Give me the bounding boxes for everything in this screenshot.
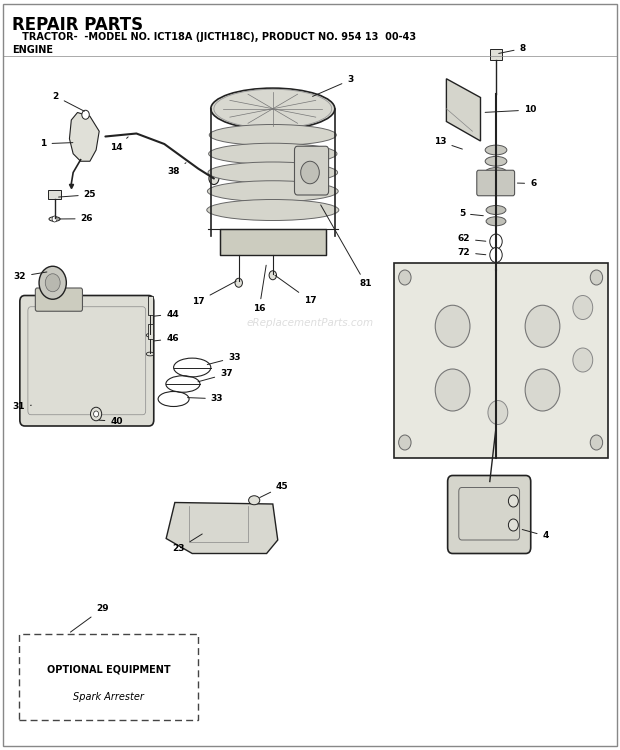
- Text: 26: 26: [58, 214, 93, 223]
- FancyBboxPatch shape: [20, 296, 154, 426]
- Ellipse shape: [207, 181, 339, 202]
- Text: 46: 46: [154, 334, 179, 344]
- Ellipse shape: [146, 333, 154, 337]
- FancyBboxPatch shape: [35, 288, 82, 311]
- Text: 40: 40: [99, 417, 123, 426]
- Text: 13: 13: [434, 137, 463, 149]
- Circle shape: [488, 400, 508, 424]
- Circle shape: [435, 369, 470, 411]
- Circle shape: [399, 435, 411, 450]
- Text: 1: 1: [40, 140, 73, 148]
- FancyBboxPatch shape: [294, 146, 329, 195]
- Text: 45: 45: [260, 482, 288, 497]
- Ellipse shape: [207, 200, 339, 220]
- Circle shape: [269, 271, 277, 280]
- Ellipse shape: [485, 168, 507, 178]
- Circle shape: [508, 495, 518, 507]
- Ellipse shape: [146, 352, 154, 356]
- Ellipse shape: [485, 157, 507, 166]
- Text: 3: 3: [312, 76, 353, 97]
- Bar: [148, 324, 153, 339]
- Bar: [148, 296, 153, 315]
- Text: 23: 23: [172, 534, 202, 554]
- Circle shape: [52, 216, 57, 222]
- Text: 62: 62: [458, 235, 486, 244]
- Circle shape: [301, 161, 319, 184]
- Circle shape: [39, 266, 66, 299]
- Text: 14: 14: [110, 137, 128, 152]
- Text: 25: 25: [58, 190, 96, 200]
- Ellipse shape: [49, 217, 60, 221]
- Polygon shape: [446, 79, 480, 141]
- Text: 33: 33: [187, 394, 223, 404]
- Circle shape: [94, 411, 99, 417]
- Text: 2: 2: [53, 92, 84, 111]
- Text: 16: 16: [253, 266, 266, 314]
- Text: 31: 31: [12, 402, 32, 411]
- Bar: [19, 634, 198, 720]
- Circle shape: [490, 248, 502, 262]
- Ellipse shape: [208, 143, 337, 164]
- Text: 81: 81: [321, 205, 372, 289]
- Text: 4: 4: [522, 530, 549, 541]
- Text: 37: 37: [198, 370, 232, 382]
- FancyBboxPatch shape: [220, 229, 326, 255]
- Circle shape: [91, 407, 102, 421]
- Circle shape: [573, 296, 593, 320]
- Circle shape: [590, 435, 603, 450]
- Ellipse shape: [486, 206, 506, 214]
- Text: eReplacementParts.com: eReplacementParts.com: [246, 317, 374, 328]
- Ellipse shape: [249, 496, 260, 505]
- Text: 17: 17: [192, 281, 236, 306]
- Ellipse shape: [208, 162, 338, 183]
- FancyBboxPatch shape: [394, 262, 608, 458]
- Circle shape: [525, 305, 560, 347]
- Circle shape: [525, 369, 560, 411]
- Circle shape: [508, 519, 518, 531]
- Text: OPTIONAL EQUIPMENT: OPTIONAL EQUIPMENT: [46, 664, 170, 674]
- Circle shape: [82, 110, 89, 119]
- Text: ENGINE: ENGINE: [12, 45, 53, 55]
- Circle shape: [573, 348, 593, 372]
- Text: 72: 72: [458, 248, 486, 257]
- Circle shape: [399, 270, 411, 285]
- Circle shape: [490, 234, 502, 249]
- Ellipse shape: [210, 124, 336, 146]
- Text: Spark Arrester: Spark Arrester: [73, 692, 144, 703]
- Ellipse shape: [211, 88, 335, 129]
- Circle shape: [235, 278, 242, 287]
- FancyBboxPatch shape: [448, 476, 531, 554]
- Text: 29: 29: [71, 604, 108, 632]
- Text: 17: 17: [275, 275, 316, 305]
- Circle shape: [45, 274, 60, 292]
- Text: 38: 38: [167, 163, 186, 176]
- Text: 33: 33: [207, 353, 241, 364]
- Text: 32: 32: [14, 272, 47, 281]
- Text: 44: 44: [154, 310, 179, 319]
- Circle shape: [590, 270, 603, 285]
- Text: REPAIR PARTS: REPAIR PARTS: [12, 16, 143, 34]
- Circle shape: [209, 172, 219, 184]
- Bar: [490, 49, 502, 60]
- Text: 8: 8: [498, 44, 526, 53]
- Ellipse shape: [486, 217, 506, 226]
- Bar: [48, 190, 61, 199]
- Polygon shape: [166, 503, 278, 554]
- Text: 6: 6: [517, 179, 536, 188]
- Polygon shape: [69, 112, 99, 161]
- FancyBboxPatch shape: [477, 170, 515, 196]
- Circle shape: [435, 305, 470, 347]
- Ellipse shape: [485, 146, 507, 155]
- Text: 10: 10: [485, 106, 536, 115]
- Text: 5: 5: [459, 209, 484, 218]
- Text: TRACTOR-  -MODEL NO. ICT18A (JICTH18C), PRODUCT NO. 954 13  00-43: TRACTOR- -MODEL NO. ICT18A (JICTH18C), P…: [12, 32, 417, 41]
